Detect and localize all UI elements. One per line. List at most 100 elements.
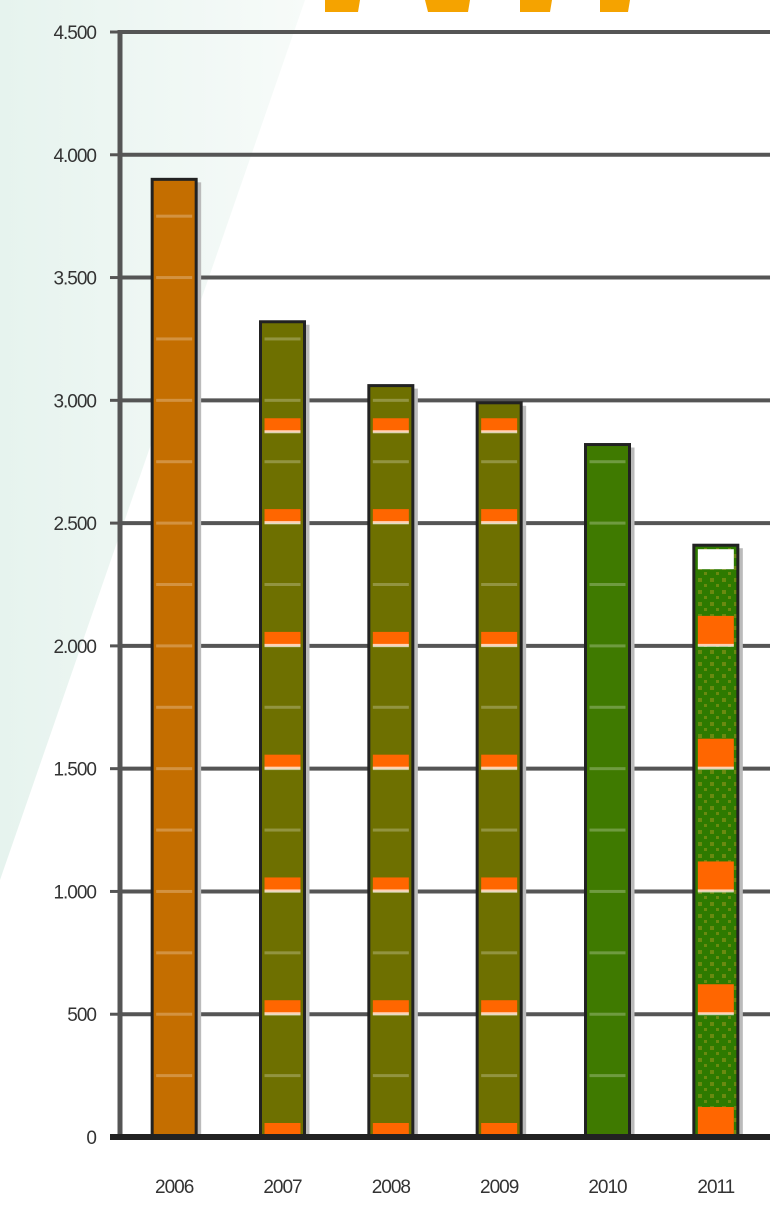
bar-stripe [264, 951, 301, 955]
bar-band-highlight [264, 643, 301, 647]
bar-stripe [264, 1074, 301, 1078]
bar-band [697, 738, 734, 769]
bar-band [697, 984, 734, 1015]
bar-top-cap [697, 549, 734, 570]
y-tick-label: 2.500 [53, 514, 96, 535]
bar-stripe [372, 1074, 409, 1078]
bar-stripe [372, 828, 409, 832]
bar-stripe [589, 583, 626, 586]
title-fragment [325, 0, 360, 12]
bar-band-highlight [372, 1012, 409, 1016]
bar-band [264, 877, 301, 892]
bar-2009 [475, 401, 527, 1140]
bar-band [697, 1107, 734, 1137]
bar-band [481, 509, 518, 524]
bar [152, 179, 197, 1138]
grid-lines [120, 30, 770, 1017]
bar-stripe [481, 705, 518, 709]
bar-stripe [372, 583, 409, 586]
x-tick-label: 2009 [480, 1177, 519, 1198]
bar-stripe [264, 460, 301, 464]
bar-stripe [589, 828, 626, 832]
bars [150, 177, 743, 1141]
bar-band [372, 418, 409, 433]
bar-band-highlight [481, 643, 518, 647]
y-tick-label: 4.000 [53, 146, 96, 167]
bar-band-highlight [481, 766, 518, 770]
bar-band [481, 754, 518, 769]
bar-stripe [156, 583, 193, 586]
bar-stripe [156, 1012, 193, 1016]
bar-stripe [156, 889, 193, 893]
y-tick-label: 1.500 [53, 760, 96, 781]
bar-band-highlight [697, 643, 734, 647]
title-fragment [520, 0, 552, 12]
bar-stripe [481, 460, 518, 464]
bar-band [481, 1000, 518, 1015]
bar-band-highlight [264, 766, 301, 770]
bar-band [372, 877, 409, 892]
bar-band [481, 631, 518, 646]
bar-band [264, 1123, 301, 1137]
bar-stripe [589, 460, 626, 464]
title-fragment [425, 0, 470, 12]
y-axis: 0 500 1.000 1.500 2.000 2.500 3.000 3.500 4.000 4… [53, 23, 123, 1149]
bar-stripe [481, 828, 518, 832]
bar-band-highlight [372, 521, 409, 525]
bar-band [372, 1000, 409, 1015]
bar-stripe [589, 767, 626, 771]
bar-stripe [264, 705, 301, 709]
bar-stripe [264, 337, 301, 341]
bar-stripe [372, 460, 409, 464]
bar-stripe [156, 644, 193, 648]
bar-band-highlight [697, 889, 734, 893]
bar-stripe [589, 1012, 626, 1016]
bar-band-highlight [372, 889, 409, 893]
bar-band-highlight [372, 430, 409, 434]
bar-stripe [156, 214, 193, 218]
bar-stripe [481, 583, 518, 586]
bar-stripe [589, 951, 626, 955]
y-tick-label: 0 [86, 1128, 96, 1149]
bar-band-highlight [697, 1012, 734, 1016]
y-tick-label: 1.000 [53, 882, 96, 903]
x-tick-label: 2008 [372, 1177, 411, 1198]
bar-stripe [589, 889, 626, 893]
bar-stripe [264, 828, 301, 832]
bar-stripe [589, 1074, 626, 1078]
bar-band [697, 615, 734, 646]
bar-band [264, 1000, 301, 1015]
bar-band [372, 754, 409, 769]
bar-band-highlight [264, 430, 301, 434]
bar-stripe [156, 460, 193, 464]
bar-band-highlight [481, 889, 518, 893]
x-tick-label: 2006 [155, 1177, 194, 1198]
bar-band [264, 754, 301, 769]
y-tick-label: 3.000 [53, 391, 96, 412]
bar-2006 [150, 177, 202, 1141]
bar-stripe [156, 1074, 193, 1078]
y-tick-label: 3.500 [53, 269, 96, 290]
y-tick-label: 2.000 [53, 637, 96, 658]
bar-stripe [156, 337, 193, 341]
bar-band [264, 418, 301, 433]
bar-stripe [264, 398, 301, 402]
bar-band-highlight [264, 889, 301, 893]
title-fragment [600, 0, 630, 12]
bar-2007 [259, 320, 310, 1140]
y-tick-label: 500 [67, 1005, 96, 1026]
bar-band [697, 861, 734, 892]
bar-band [372, 1123, 409, 1137]
bar-stripe [372, 398, 409, 402]
bar-band [481, 877, 518, 892]
bar-stripe [372, 705, 409, 709]
bar-band-highlight [264, 1012, 301, 1016]
x-tick-label: 2010 [588, 1177, 627, 1198]
bar-band-highlight [481, 521, 518, 525]
bar-band-highlight [372, 643, 409, 647]
bar-stripe [481, 1074, 518, 1078]
bar-band [372, 631, 409, 646]
bar-stripe [589, 644, 626, 648]
